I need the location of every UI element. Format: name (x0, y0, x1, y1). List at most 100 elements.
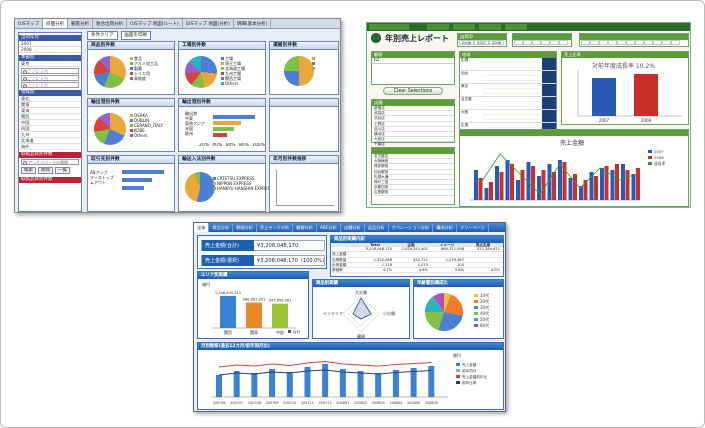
list-item[interactable]: 2008 (19, 47, 81, 53)
month-cell[interactable] (514, 40, 523, 45)
tick-label: 200707 (230, 401, 243, 405)
kpi-selected-label: 売上金額(選択) (202, 255, 254, 266)
tab-item[interactable]: 商品分析 (209, 223, 234, 232)
panel-title: 年齢層別構成比 (414, 280, 503, 287)
day-cell[interactable] (608, 40, 617, 45)
product-list-item[interactable]: 博多駅前 (374, 164, 454, 170)
nav-tab[interactable] (427, 24, 449, 30)
day-cell[interactable] (581, 40, 590, 45)
clear-conditions-button[interactable]: 条件クリア (87, 31, 118, 41)
search-input[interactable]: ここに入力 (21, 75, 79, 81)
pie-slice (432, 293, 444, 312)
chart-panel: 輸出港別件数 OSAKA DUBLIN CERANO_ITALY KOBE Others (87, 98, 175, 152)
legend-swatch (221, 82, 224, 85)
clear-selections-button[interactable]: Clear Selections (383, 87, 443, 95)
tab-item[interactable]: オペレーション分析 (389, 223, 434, 232)
tab-item[interactable]: フリーページ (457, 223, 489, 232)
list-item[interactable]: 関東 (19, 102, 81, 108)
month-cell[interactable] (541, 40, 550, 45)
product-list-item[interactable]: 京都四条 (374, 185, 454, 191)
product-list-item[interactable]: 仙台駅前 (374, 170, 454, 175)
growth-line (479, 153, 637, 195)
tick-label: 200711 (301, 401, 314, 405)
product-list-item[interactable]: 名古屋店 (374, 154, 454, 160)
month-cell[interactable] (550, 40, 559, 45)
day-cell[interactable] (653, 40, 662, 45)
chart-panel: 運搬別件数 (269, 41, 339, 95)
search-input[interactable]: ここに入力 (21, 82, 79, 88)
list-item[interactable]: 2007 (19, 41, 81, 47)
month-cell[interactable] (532, 40, 541, 45)
day-cell[interactable] (635, 40, 644, 45)
search-input[interactable]: ここに入力 (21, 68, 79, 74)
day-cell[interactable] (671, 40, 680, 45)
tab-item[interactable]: GISマップ (15, 19, 44, 28)
print-button[interactable]: 画面を印刷 (120, 31, 151, 41)
day-cell[interactable] (626, 40, 635, 45)
legend-swatch (130, 134, 133, 137)
annual-sales-report-window: 年別売上レポート 出荷ID 2006 2007 2008 顧客 ID Clear S… (366, 22, 691, 208)
store-list-item[interactable]: 上野店 (374, 122, 454, 127)
day-cell[interactable] (644, 40, 653, 45)
delete-button[interactable]: 削除 (38, 167, 53, 175)
tab-item[interactable]: 全体 (194, 223, 210, 232)
tab-item[interactable]: 期間分析 (233, 223, 257, 232)
list-item[interactable]: 北海道 (19, 138, 81, 144)
month-cell[interactable] (559, 40, 568, 45)
product-list-item[interactable]: 広島駅前 (374, 190, 454, 196)
tab-item[interactable]: 構成分析 (433, 223, 457, 232)
legend-label: 輸出港 (185, 111, 197, 116)
nav-tab[interactable] (505, 24, 527, 30)
highlight-cell (542, 71, 556, 83)
legend-label: マーストップ (90, 175, 114, 180)
tab-item[interactable]: 商圏分析 (43, 19, 69, 28)
bar (122, 178, 152, 182)
tab-item[interactable]: GISマップ 地図(分析) (183, 19, 234, 28)
list-item[interactable]: 東海 (19, 108, 81, 114)
store-list-item[interactable]: 大宮店 (374, 137, 454, 143)
legend-swatch (221, 72, 224, 75)
day-cell[interactable] (599, 40, 608, 45)
month-cell[interactable] (523, 40, 532, 45)
tab-item[interactable]: 店舗分析 (341, 223, 365, 232)
store-list-item[interactable]: 横浜店 (374, 132, 454, 138)
product-list-item[interactable]: 神戸三宮 (374, 180, 454, 186)
day-cell[interactable] (617, 40, 626, 45)
year-cell[interactable]: 2008 (489, 40, 504, 45)
day-cell[interactable] (662, 40, 671, 45)
tick-label: 100% (252, 143, 265, 148)
store-list-item[interactable]: 新宿店 (374, 106, 454, 112)
category-select[interactable]: アッセイローラの種類 (21, 159, 79, 165)
list-item[interactable]: 関西 (19, 114, 81, 120)
list-item[interactable]: 四国 (19, 126, 81, 132)
nav-tab[interactable] (453, 24, 475, 30)
tab-item[interactable]: 返品分析 (365, 223, 389, 232)
product-list-item[interactable]: 札幌大通 (374, 175, 454, 181)
bar (233, 371, 240, 397)
sidebar-header-region: 地域別 (19, 90, 81, 96)
list-item[interactable]: 東京 (19, 61, 81, 67)
table-row: 仙台 (460, 71, 556, 84)
tab-item[interactable]: 顧客分析 (68, 19, 94, 28)
tab-item[interactable]: ABC分析 (317, 223, 341, 232)
nav-tab[interactable] (479, 24, 501, 30)
tab-item[interactable]: 明細(基本分析) (234, 19, 272, 28)
year-cell[interactable]: 2007 (474, 40, 489, 45)
list-button[interactable]: 一覧 (55, 167, 70, 175)
list-item[interactable]: 九州 (19, 132, 81, 138)
tab-item[interactable]: 顧客分析 (293, 223, 318, 232)
day-cell[interactable] (590, 40, 599, 45)
tab-item[interactable]: 競合出荷分析 (93, 19, 128, 28)
nav-tab[interactable] (369, 24, 409, 30)
year-cell[interactable]: 2006 (459, 40, 474, 45)
store-list-item[interactable]: 渋谷店 (374, 116, 454, 122)
list-item[interactable]: 中国 (19, 120, 81, 126)
store-list-item[interactable]: 品川店 (374, 127, 454, 133)
product-list-item[interactable]: 大阪梅田 (374, 159, 454, 165)
list-item[interactable]: 東北 (19, 96, 81, 102)
store-list-item[interactable]: 池袋店 (374, 111, 454, 117)
search-button[interactable]: 検索 (21, 167, 36, 175)
tab-item[interactable]: 売上ランク分析 (257, 223, 294, 232)
list-item[interactable]: 海外 (19, 144, 81, 150)
tab-item[interactable]: GISマップ 地図(ルート) (127, 19, 183, 28)
